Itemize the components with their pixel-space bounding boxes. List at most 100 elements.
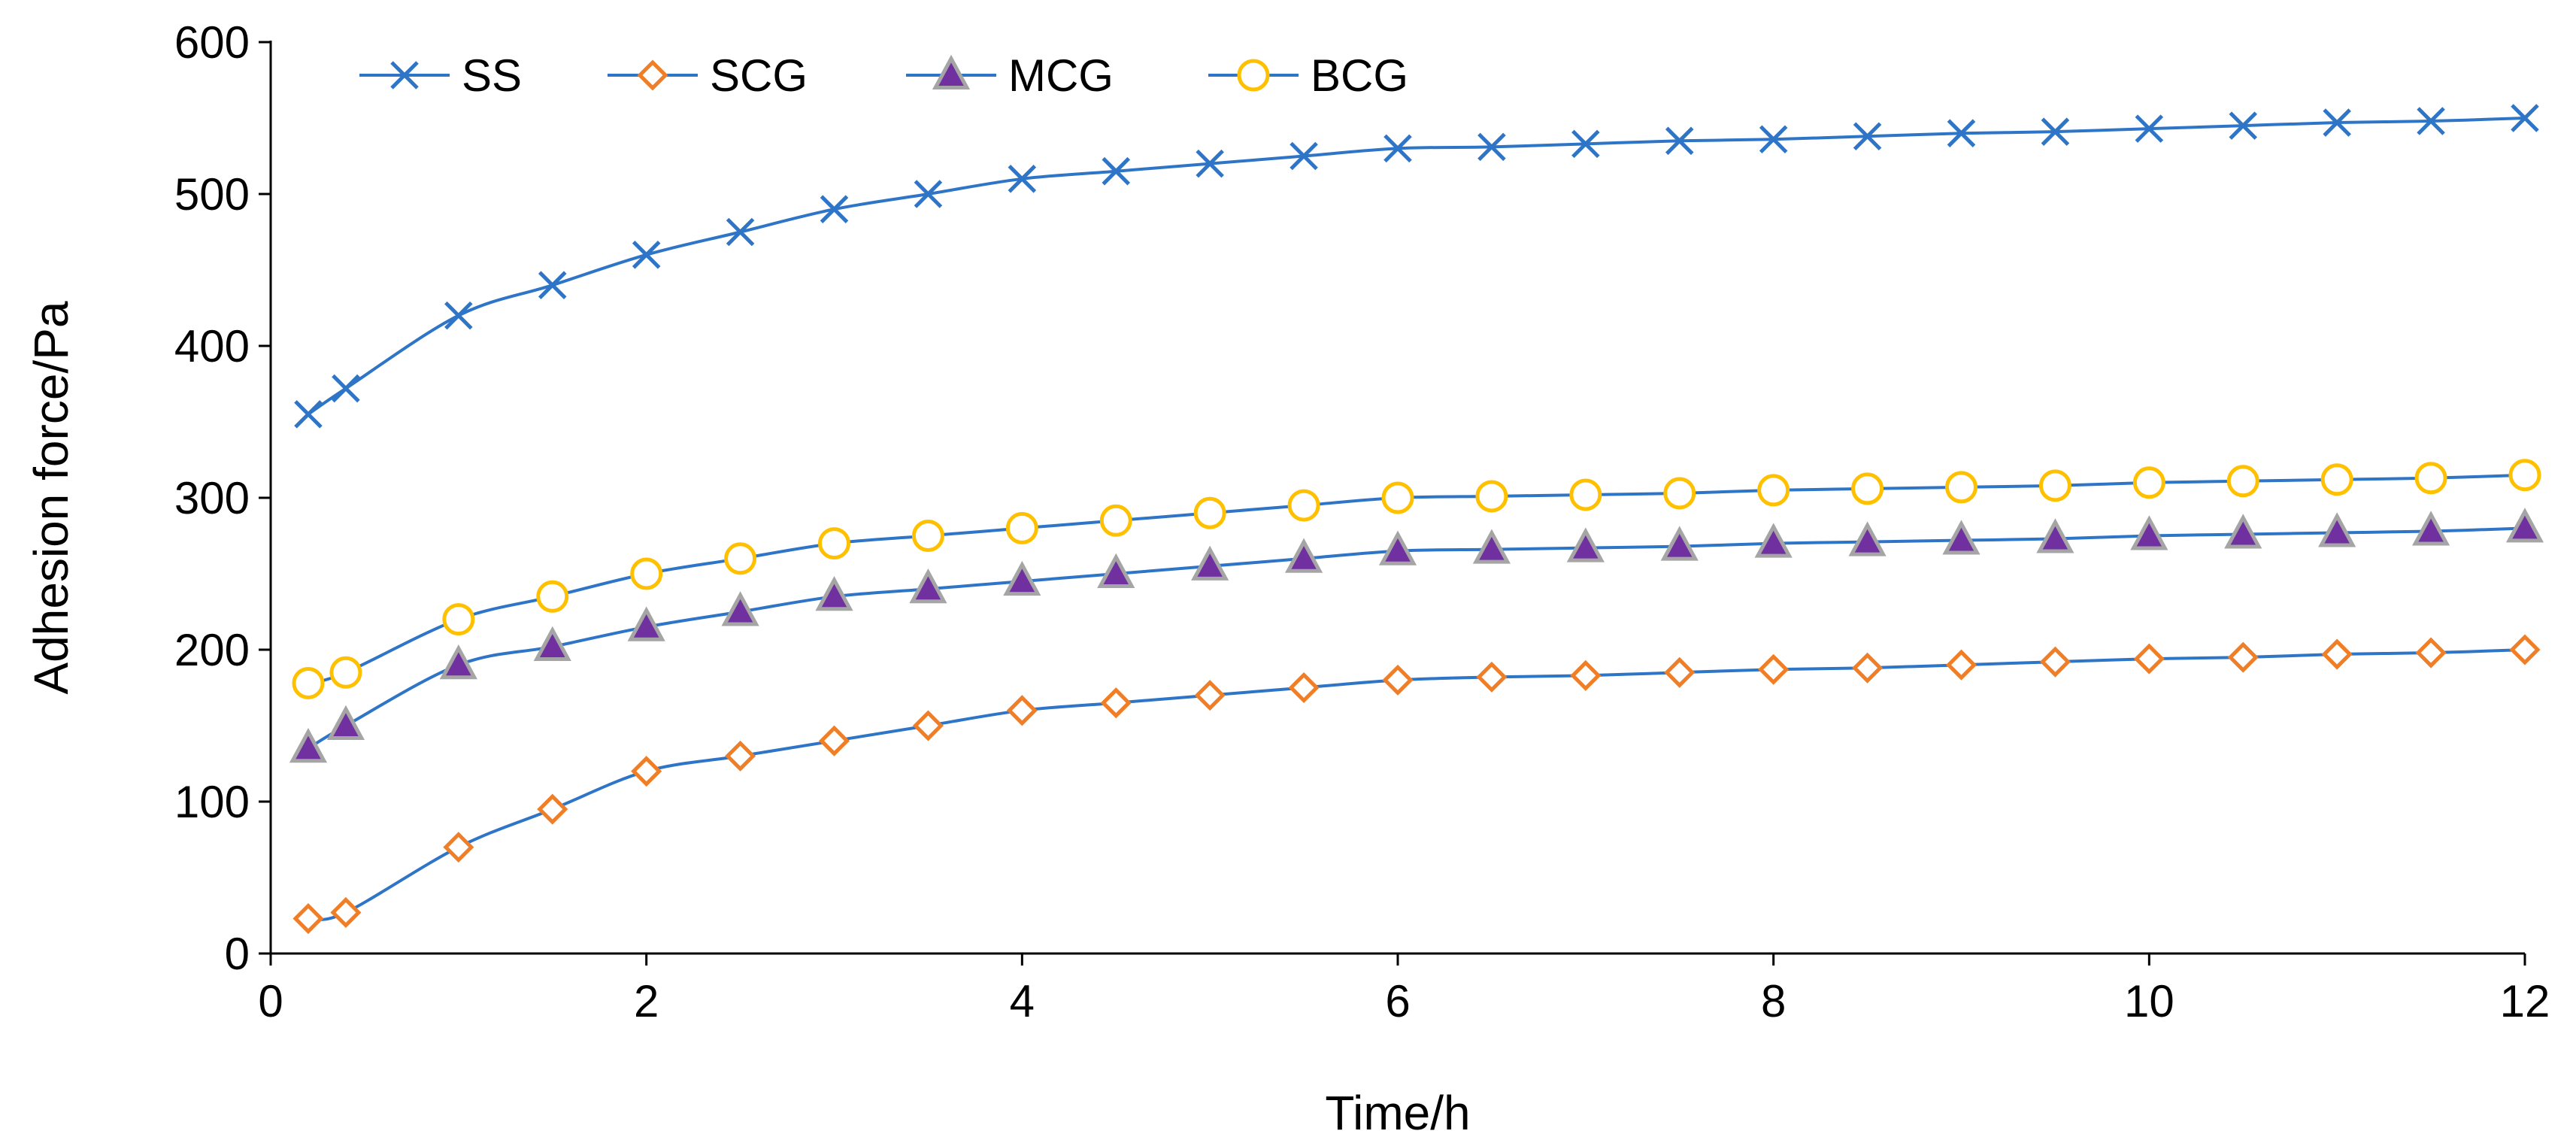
data-point-ss bbox=[1290, 141, 1318, 171]
legend-marker-bcg bbox=[1237, 59, 1270, 92]
data-point-mcg bbox=[533, 626, 571, 661]
data-point-ss bbox=[1665, 126, 1694, 156]
y-axis-title: Adhesion force/Pa bbox=[24, 301, 78, 694]
data-point-mcg bbox=[2411, 511, 2450, 546]
data-point-bcg bbox=[329, 656, 362, 689]
y-tick-label: 600 bbox=[174, 17, 250, 68]
data-point-ss bbox=[1196, 149, 1224, 178]
data-point-ss bbox=[1008, 165, 1037, 193]
data-point-mcg bbox=[1472, 529, 1511, 564]
x-axis-title: Time/h bbox=[1325, 1086, 1470, 1140]
data-point-scg bbox=[443, 832, 474, 863]
data-point-ss bbox=[1853, 122, 1882, 151]
data-point-mcg bbox=[721, 591, 759, 626]
data-point-bcg bbox=[818, 527, 850, 560]
data-point-scg bbox=[725, 740, 756, 772]
data-point-scg bbox=[1570, 659, 1602, 691]
data-point-bcg bbox=[1757, 474, 1790, 507]
data-point-mcg bbox=[1191, 545, 1229, 581]
data-point-mcg bbox=[289, 728, 328, 763]
data-point-mcg bbox=[2505, 508, 2544, 543]
data-point-ss bbox=[1383, 134, 1412, 163]
data-point-bcg bbox=[2508, 459, 2541, 492]
data-point-mcg bbox=[909, 568, 947, 604]
data-point-bcg bbox=[2414, 462, 2447, 495]
data-point-mcg bbox=[2318, 512, 2356, 547]
data-point-ss bbox=[538, 271, 567, 299]
legend-marker-scg bbox=[637, 59, 668, 91]
data-point-mcg bbox=[2130, 515, 2168, 550]
data-point-ss bbox=[1571, 129, 1600, 159]
data-point-ss bbox=[2417, 107, 2445, 135]
data-point-scg bbox=[1664, 656, 1696, 688]
data-point-bcg bbox=[1475, 480, 1508, 513]
x-tick-label: 2 bbox=[634, 976, 659, 1026]
x-tick-label: 12 bbox=[2500, 976, 2550, 1026]
data-point-bcg bbox=[630, 557, 663, 590]
data-point-bcg bbox=[1193, 496, 1226, 529]
legend: SS SCG MCG BCG bbox=[359, 50, 1408, 101]
y-tick-label: 500 bbox=[174, 169, 250, 220]
data-point-scg bbox=[1100, 687, 1132, 719]
data-point-scg bbox=[631, 756, 662, 787]
data-point-ss bbox=[2229, 111, 2258, 140]
data-point-scg bbox=[1945, 649, 1977, 681]
y-tick-label: 0 bbox=[225, 929, 250, 979]
data-point-bcg bbox=[1851, 472, 1884, 505]
series-line-scg bbox=[308, 648, 2526, 921]
data-point-scg bbox=[1758, 653, 1790, 685]
data-point-ss bbox=[1477, 132, 1506, 162]
legend-label-mcg: MCG bbox=[1008, 50, 1114, 101]
data-point-bcg bbox=[1663, 477, 1696, 510]
data-point-bcg bbox=[1945, 471, 1977, 504]
ticks: 0 100 200 300 400 500 600 0 2 4 6 8 10 12 bbox=[174, 17, 2550, 1026]
legend-label-ss: SS bbox=[462, 50, 522, 101]
data-point-mcg bbox=[1942, 520, 1980, 555]
x-tick-label: 8 bbox=[1761, 976, 1786, 1026]
data-point-ss bbox=[2323, 108, 2351, 137]
data-point-scg bbox=[1006, 695, 1038, 726]
data-point-mcg bbox=[1284, 538, 1323, 573]
data-point-scg bbox=[2227, 641, 2259, 673]
data-point-scg bbox=[330, 896, 362, 928]
y-tick-label: 100 bbox=[174, 777, 250, 827]
data-point-ss bbox=[2041, 117, 2070, 146]
data-point-ss bbox=[632, 241, 661, 269]
data-point-bcg bbox=[1005, 511, 1038, 544]
data-point-scg bbox=[2133, 643, 2165, 675]
data-point-bcg bbox=[2320, 463, 2353, 496]
data-point-scg bbox=[1194, 680, 1226, 711]
series-bcg bbox=[292, 459, 2541, 699]
data-point-scg bbox=[818, 725, 850, 756]
x-tick-label: 0 bbox=[258, 976, 283, 1026]
legend-label-scg: SCG bbox=[710, 50, 808, 101]
data-point-bcg bbox=[911, 520, 944, 552]
data-point-scg bbox=[537, 793, 568, 825]
data-point-ss bbox=[332, 374, 360, 403]
y-tick-label: 300 bbox=[174, 473, 250, 523]
data-point-mcg bbox=[2224, 514, 2262, 549]
data-point-mcg bbox=[1566, 527, 1605, 562]
data-point-mcg bbox=[439, 644, 477, 680]
data-point-bcg bbox=[1381, 481, 1414, 514]
data-point-bcg bbox=[292, 666, 325, 699]
data-point-mcg bbox=[627, 606, 665, 641]
data-point-ss bbox=[820, 195, 849, 223]
series bbox=[289, 104, 2544, 935]
data-point-mcg bbox=[1660, 526, 1699, 561]
x-tick-label: 6 bbox=[1385, 976, 1410, 1026]
data-point-scg bbox=[1476, 661, 1508, 693]
y-tick-label: 400 bbox=[174, 321, 250, 371]
y-tick-label: 200 bbox=[174, 625, 250, 675]
data-point-bcg bbox=[2132, 466, 2165, 499]
data-point-scg bbox=[2415, 637, 2447, 669]
x-tick-label: 10 bbox=[2124, 976, 2174, 1026]
data-point-bcg bbox=[1099, 504, 1132, 537]
series-mcg bbox=[289, 508, 2544, 763]
data-point-scg bbox=[1288, 672, 1320, 704]
data-point-mcg bbox=[1378, 530, 1417, 565]
x-tick-label: 4 bbox=[1010, 976, 1035, 1026]
data-point-bcg bbox=[536, 580, 569, 613]
data-point-ss bbox=[726, 217, 755, 247]
data-point-mcg bbox=[1003, 560, 1041, 596]
